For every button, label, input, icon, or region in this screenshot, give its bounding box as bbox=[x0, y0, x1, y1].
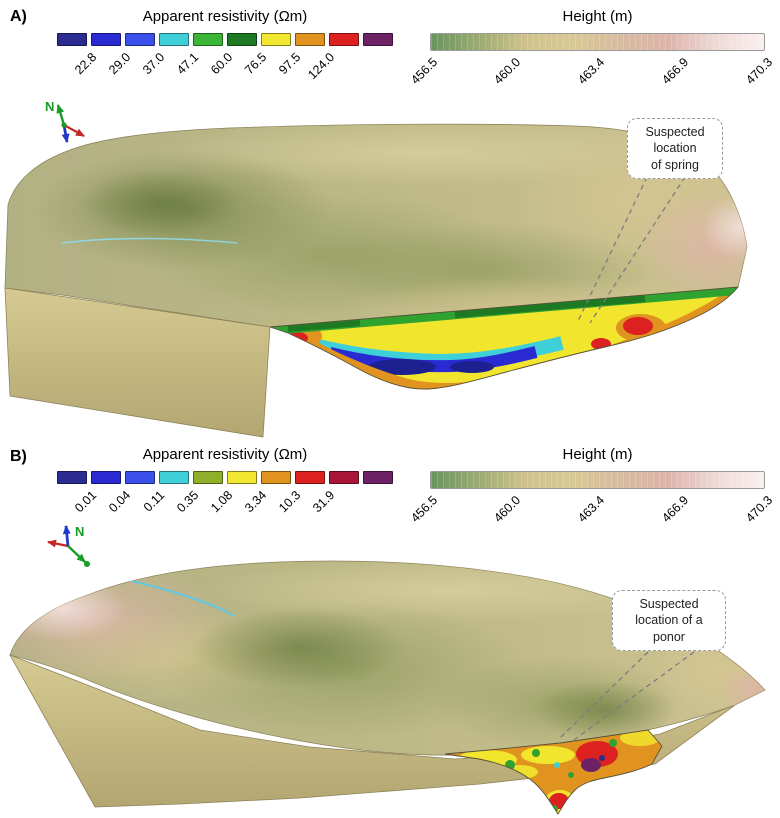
callout-pointer-lines bbox=[577, 176, 686, 324]
height-colorbar bbox=[430, 471, 765, 489]
tick-label: 0.01 bbox=[71, 488, 99, 516]
resistivity-color-cell bbox=[261, 33, 291, 46]
resistivity-color-cell bbox=[363, 471, 393, 484]
terrain-scene-a: N bbox=[4, 99, 748, 438]
terrain-scene-b: N bbox=[9, 524, 766, 815]
resistivity-color-cell bbox=[57, 33, 87, 46]
resistivity-color-cell bbox=[91, 33, 121, 46]
tick-label: 22.8 bbox=[71, 50, 99, 78]
tick-label: 124.0 bbox=[304, 50, 337, 83]
resistivity-color-cell bbox=[295, 33, 325, 46]
height-legend-title: Height (m) bbox=[562, 446, 633, 463]
resistivity-legend-a: Apparent resistivity (Ωm) 22.8 29.0 37.0 47… bbox=[57, 8, 393, 92]
tick-label: 0.04 bbox=[105, 488, 133, 516]
tick-label: 456.5 bbox=[407, 55, 440, 88]
callout-spring: Suspected location of spring bbox=[627, 118, 723, 179]
tick-label: 0.11 bbox=[140, 488, 167, 515]
callout-line: location of a bbox=[635, 613, 703, 628]
tick-label: 10.3 bbox=[275, 488, 303, 516]
tick-label: 466.9 bbox=[659, 55, 692, 88]
tick-label: 29.0 bbox=[105, 50, 133, 78]
panel-a: A) Apparent resistivity (Ωm) 22.8 29.0 37.… bbox=[4, 8, 775, 438]
tick-label: 76.5 bbox=[241, 50, 269, 78]
height-legend-b: Height (m) 456.5 460.0 463.4 466.9 470.3 bbox=[408, 446, 775, 535]
height-colorbar bbox=[430, 33, 765, 51]
tick-label: 3.34 bbox=[241, 488, 269, 516]
tick-label: 460.0 bbox=[491, 55, 524, 88]
panel-b: B) Apparent resistivity (Ωm) 0.01 0.04 0.1… bbox=[0, 440, 780, 818]
tick-label: 1.08 bbox=[207, 488, 235, 516]
north-label: N bbox=[75, 524, 84, 539]
tick-label: 0.35 bbox=[173, 488, 201, 516]
resistivity-legend-title: Apparent resistivity (Ωm) bbox=[142, 446, 308, 463]
callout-line: of spring bbox=[651, 157, 699, 172]
resistivity-color-cell bbox=[159, 471, 189, 484]
resistivity-color-cell bbox=[159, 33, 189, 46]
callout-line: ponor bbox=[653, 629, 685, 644]
resistivity-colorbar bbox=[57, 471, 393, 484]
stream-line bbox=[61, 237, 238, 244]
resistivity-color-cell bbox=[261, 471, 291, 484]
tick-label: 60.0 bbox=[207, 50, 235, 78]
resistivity-color-cell bbox=[227, 471, 257, 484]
tick-label: 463.4 bbox=[575, 55, 608, 88]
resistivity-legend-b: Apparent resistivity (Ωm) 0.01 0.04 0.11 0.… bbox=[57, 446, 393, 530]
compass-axes: N bbox=[47, 524, 90, 567]
compass-axes: N bbox=[45, 99, 85, 143]
resistivity-color-cell bbox=[91, 471, 121, 484]
resistivity-color-cell bbox=[125, 471, 155, 484]
height-legend-title: Height (m) bbox=[562, 8, 633, 25]
callout-line: Suspected bbox=[645, 125, 705, 139]
resistivity-color-cell bbox=[57, 471, 87, 484]
resistivity-colorbar bbox=[57, 33, 393, 46]
north-label: N bbox=[45, 99, 54, 114]
section-outline bbox=[444, 729, 663, 815]
callout-ponor: Suspected location of a ponor bbox=[612, 590, 726, 651]
height-ticks: 456.5 460.0 463.4 466.9 470.3 bbox=[408, 55, 775, 97]
resistivity-color-cell bbox=[329, 33, 359, 46]
resistivity-legend-title: Apparent resistivity (Ωm) bbox=[142, 8, 308, 25]
panel-a-label: A) bbox=[10, 8, 27, 25]
callout-line: location bbox=[653, 141, 697, 156]
height-legend-a: Height (m) 456.5 460.0 463.4 466.9 470.3 bbox=[408, 8, 775, 97]
resistivity-ticks: 22.8 29.0 37.0 47.1 60.0 76.5 97.5 124.0 bbox=[57, 50, 393, 92]
tick-label: 31.9 bbox=[309, 488, 337, 516]
tick-label: 97.5 bbox=[275, 50, 303, 78]
resistivity-color-cell bbox=[295, 471, 325, 484]
section-outline bbox=[269, 286, 740, 390]
resistivity-color-cell bbox=[193, 33, 223, 46]
tick-label: 47.1 bbox=[173, 50, 201, 78]
resistivity-color-cell bbox=[227, 33, 257, 46]
block-left-face bbox=[4, 287, 271, 438]
resistivity-color-cell bbox=[193, 471, 223, 484]
panel-b-label: B) bbox=[10, 448, 27, 465]
callout-line: Suspected bbox=[639, 597, 699, 611]
tick-label: 37.0 bbox=[139, 50, 167, 78]
tick-label: 470.3 bbox=[742, 55, 775, 88]
resistivity-color-cell bbox=[125, 33, 155, 46]
resistivity-color-cell bbox=[363, 33, 393, 46]
callout-pointer-lines bbox=[559, 651, 695, 741]
resistivity-color-cell bbox=[329, 471, 359, 484]
